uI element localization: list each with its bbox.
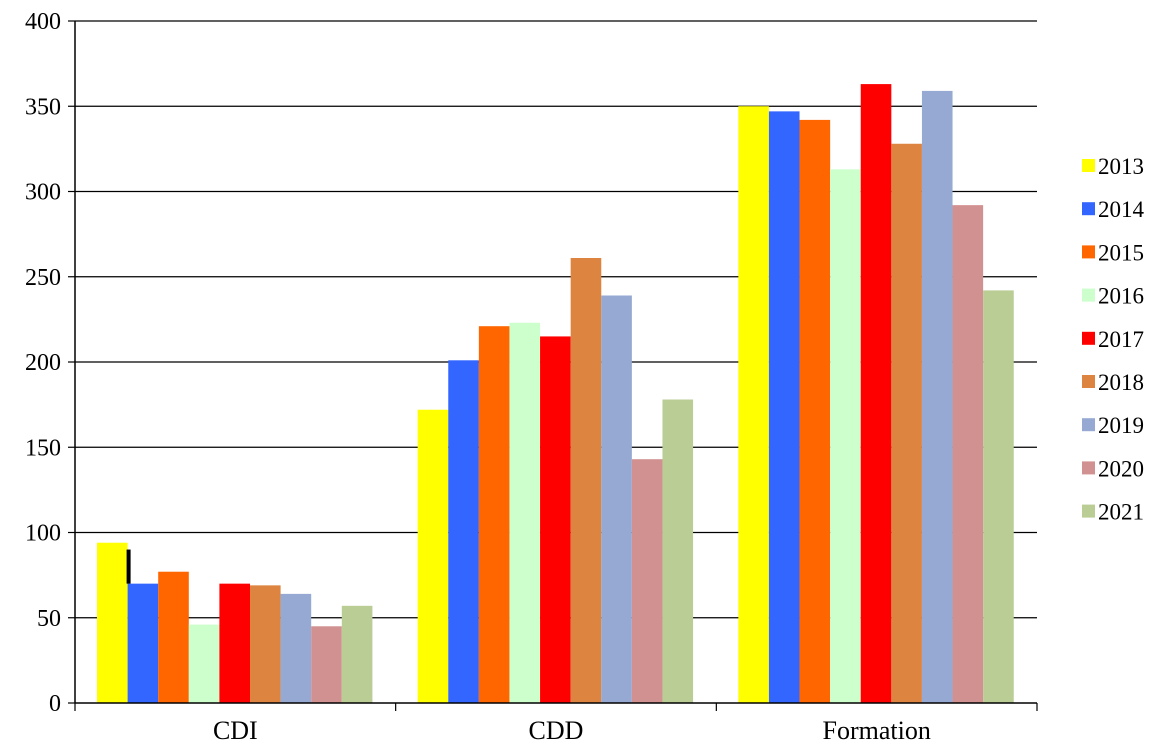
bar-cdd-2019 — [601, 295, 632, 703]
legend-swatch-2015 — [1082, 245, 1095, 259]
legend-label-2016: 2016 — [1098, 284, 1144, 309]
bar-cdi-2020 — [311, 626, 342, 703]
legend-label-2021: 2021 — [1098, 500, 1144, 525]
legend-swatch-2017 — [1082, 331, 1095, 345]
legend-label-2017: 2017 — [1098, 327, 1144, 352]
bar-formation-2013 — [738, 106, 769, 703]
y-tick-label: 0 — [49, 691, 61, 717]
y-tick-label: 350 — [25, 94, 61, 120]
y-tick-label: 400 — [25, 9, 61, 35]
bar-cdi-2014 — [127, 583, 159, 703]
bar-cdi-2017 — [219, 583, 250, 703]
bar-cdd-2021 — [662, 399, 694, 703]
axes — [68, 20, 1038, 711]
legend-label-2020: 2020 — [1098, 456, 1144, 481]
bar-formation-2016 — [830, 169, 861, 703]
bar-cdd-2018 — [570, 257, 602, 703]
legend-swatch-2013 — [1082, 159, 1095, 172]
y-tick-label: 200 — [25, 350, 61, 376]
marker-line — [126, 549, 131, 584]
legend-swatch-2019 — [1082, 418, 1095, 432]
bar-formation-2020 — [952, 205, 984, 703]
legend-swatch-2014 — [1082, 202, 1095, 216]
legend: 2013 2014 2015 2016 2017 2018 2019 2020 2021 — [1082, 154, 1145, 525]
bar-cdd-2020 — [631, 459, 663, 703]
bar-cdd-2016 — [509, 322, 541, 703]
x-category-label: CDI — [213, 716, 258, 745]
legend-label-2018: 2018 — [1098, 370, 1144, 395]
legend-label-2019: 2019 — [1098, 413, 1144, 438]
legend-swatch-2016 — [1082, 288, 1095, 302]
bar-cdd-2017 — [540, 336, 571, 703]
y-tick-label: 100 — [25, 521, 61, 547]
bar-cdi-2013 — [97, 542, 128, 703]
legend-label-2015: 2015 — [1098, 240, 1144, 265]
bar-formation-2014 — [768, 111, 800, 704]
bar-formation-2017 — [860, 84, 892, 703]
bar-cdi-2021 — [341, 605, 373, 703]
bar-cdi-2015 — [158, 571, 189, 703]
y-tick-label: 150 — [25, 435, 61, 461]
bar-cdi-2018 — [250, 585, 281, 703]
x-category-label: Formation — [822, 716, 930, 745]
y-tick-labels: 0 50 100 150 200 250 300 350 400 — [25, 9, 61, 717]
y-tick-label: 300 — [25, 180, 61, 206]
legend-label-2014: 2014 — [1098, 197, 1145, 222]
legend-swatch-2020 — [1082, 461, 1095, 475]
x-category-label: CDD — [529, 716, 584, 745]
bar-cdi-2016 — [188, 624, 220, 703]
x-category-labels: CDI CDD Formation — [213, 716, 931, 745]
bar-cdd-2013 — [417, 409, 449, 703]
bar-cdi-2019 — [280, 593, 312, 703]
y-tick-label: 50 — [37, 606, 61, 632]
bar-formation-2015 — [799, 119, 831, 703]
legend-label-2013: 2013 — [1098, 154, 1144, 179]
legend-swatch-2021 — [1082, 504, 1095, 518]
bar-formation-2019 — [921, 90, 953, 703]
bars — [97, 84, 1014, 704]
bar-cdd-2014 — [448, 360, 479, 703]
legend-swatch-2018 — [1082, 375, 1095, 388]
bar-formation-2018 — [891, 143, 922, 703]
bar-cdd-2015 — [478, 326, 510, 703]
y-tick-label: 250 — [25, 265, 61, 291]
bar-formation-2021 — [983, 290, 1014, 703]
